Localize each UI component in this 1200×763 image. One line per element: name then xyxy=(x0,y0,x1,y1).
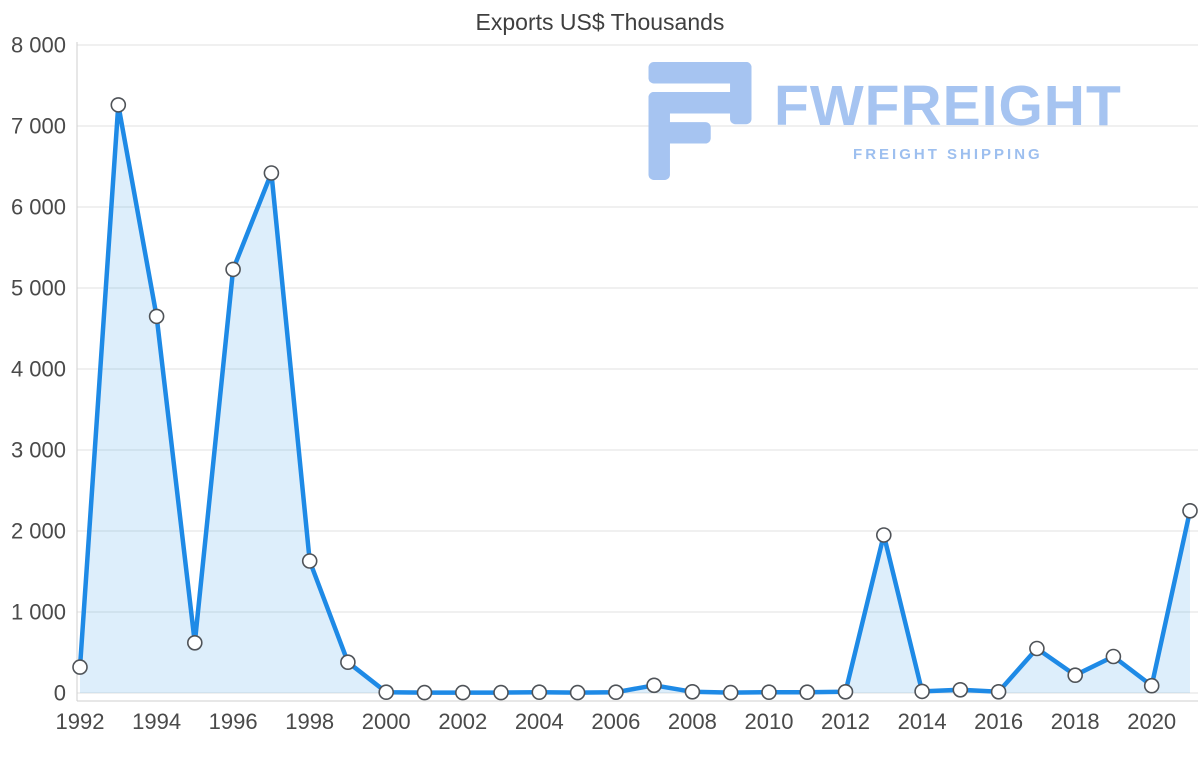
x-tick-label: 2008 xyxy=(668,709,717,734)
y-tick-label: 8 000 xyxy=(11,32,66,57)
data-point-marker xyxy=(761,684,777,701)
data-point-marker xyxy=(990,683,1007,700)
data-point-marker xyxy=(340,654,356,671)
data-point-marker xyxy=(875,527,892,543)
data-point-marker xyxy=(1029,640,1045,657)
x-tick-label: 2012 xyxy=(821,709,870,734)
data-point-marker xyxy=(225,261,241,278)
x-tick-label: 2014 xyxy=(898,709,947,734)
x-tick-label: 1996 xyxy=(209,709,258,734)
line-series xyxy=(77,102,1193,695)
y-tick-label: 7 000 xyxy=(11,113,66,138)
data-point-marker xyxy=(454,684,471,701)
data-point-marker xyxy=(646,677,662,694)
data-point-marker xyxy=(263,165,280,181)
data-point-marker xyxy=(187,634,203,651)
y-tick-label: 5 000 xyxy=(11,275,66,300)
data-point-marker xyxy=(1182,502,1198,519)
data-point-marker xyxy=(148,308,165,325)
chart-title: Exports US$ Thousands xyxy=(475,9,725,35)
data-point-marker xyxy=(1067,667,1083,684)
data-point-marker xyxy=(608,684,624,701)
data-point-marker xyxy=(1105,648,1122,665)
data-point-marker xyxy=(722,684,739,701)
y-tick-label: 1 000 xyxy=(11,599,66,624)
data-point-marker xyxy=(799,684,816,701)
data-point-marker xyxy=(952,681,969,698)
data-point-marker xyxy=(378,684,395,701)
x-tick-label: 2004 xyxy=(515,709,564,734)
x-tick-label: 2016 xyxy=(974,709,1023,734)
y-tick-label: 4 000 xyxy=(11,356,66,381)
x-tick-label: 2010 xyxy=(745,709,794,734)
y-tick-label: 6 000 xyxy=(11,194,66,219)
data-point-marker xyxy=(569,684,586,701)
x-tick-label: 2002 xyxy=(438,709,487,734)
data-point-marker xyxy=(110,97,127,113)
data-point-marker xyxy=(684,683,701,700)
data-point-marker xyxy=(301,553,318,569)
data-point-marker xyxy=(1143,677,1160,694)
x-tick-label: 2006 xyxy=(591,709,640,734)
data-point-marker xyxy=(837,683,854,700)
y-tick-label: 0 xyxy=(54,680,66,705)
data-point-marker xyxy=(914,683,930,700)
data-point-marker xyxy=(72,659,88,675)
data-point-marker xyxy=(531,684,548,701)
x-tick-label: 1994 xyxy=(132,709,181,734)
data-point-marker xyxy=(493,684,509,701)
x-tick-label: 2018 xyxy=(1051,709,1100,734)
x-tick-label: 1992 xyxy=(56,709,105,734)
y-tick-label: 3 000 xyxy=(11,437,66,462)
x-tick-label: 2020 xyxy=(1127,709,1176,734)
x-tick-label: 1998 xyxy=(285,709,334,734)
data-point-marker xyxy=(416,684,433,701)
y-tick-label: 2 000 xyxy=(11,518,66,543)
x-tick-label: 2000 xyxy=(362,709,411,734)
area-fill xyxy=(80,104,1190,693)
